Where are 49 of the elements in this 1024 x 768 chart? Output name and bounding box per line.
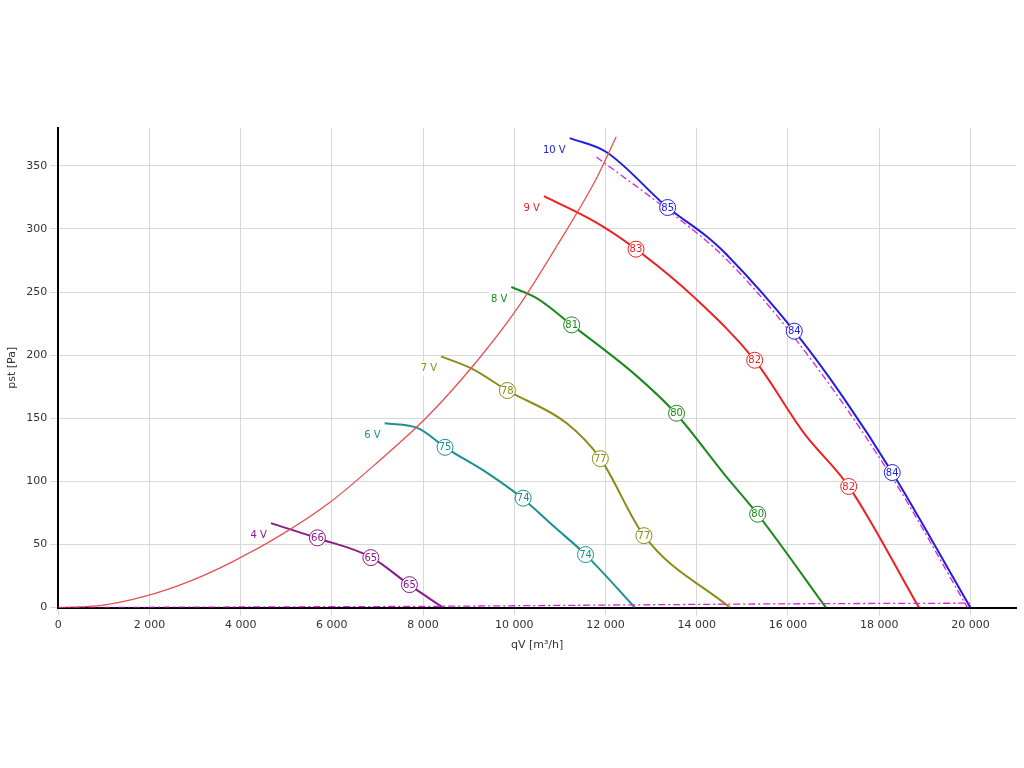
- series-label: 8 V: [490, 292, 508, 304]
- y-tick-label: 250: [26, 284, 48, 298]
- line-series: [440, 355, 731, 608]
- line-series: [269, 522, 445, 608]
- annotation: 84: [787, 325, 801, 337]
- annotation: 78: [500, 384, 514, 396]
- x-tick-label: 10 000: [495, 618, 534, 632]
- series-label: 7 V: [420, 362, 438, 374]
- annotation: 80: [751, 508, 765, 520]
- annotation: 80: [670, 407, 683, 419]
- x-tick-label: 6 000: [316, 618, 348, 632]
- y-tick-label: 300: [26, 221, 48, 235]
- series-label: 9 V: [523, 201, 541, 213]
- annotation: 82: [748, 354, 762, 366]
- x-tick-label: 4 000: [224, 618, 257, 632]
- x-tick-label: 0: [54, 618, 62, 632]
- annotation: 75: [438, 441, 452, 453]
- y-axis-title: pst [Pa]: [5, 346, 19, 389]
- annotation: 77: [593, 452, 607, 464]
- annotation: 74: [516, 492, 530, 504]
- x-tick-label: 12 000: [586, 618, 625, 632]
- annotation: 84: [885, 466, 899, 478]
- x-tick-label: 20 000: [951, 618, 990, 632]
- annotation: 77: [637, 529, 651, 541]
- annotation: 66: [311, 531, 324, 543]
- y-tick-label: 100: [26, 474, 48, 488]
- x-axis-title: qV [m³/h]: [510, 638, 564, 652]
- annotation: 74: [579, 548, 592, 560]
- annotation: 65: [403, 578, 416, 590]
- x-tick-label: 16 000: [768, 618, 808, 632]
- x-tick-label: 14 000: [677, 618, 716, 632]
- x-tick-label: 8 000: [407, 618, 439, 632]
- y-tick-label: 150: [26, 411, 48, 425]
- annotation: 81: [565, 318, 579, 330]
- x-tick-label: 2 000: [133, 618, 166, 632]
- series-label: 4 V: [250, 528, 268, 540]
- y-tick-label: 50: [33, 537, 48, 551]
- x-tick-label: 18 000: [859, 618, 899, 632]
- line-series: [383, 422, 636, 608]
- annotation: 85: [661, 201, 674, 213]
- annotation: 65: [364, 551, 378, 563]
- annotation: 82: [842, 480, 856, 492]
- series-label: 6 V: [364, 428, 381, 440]
- series-label: 10 V: [542, 143, 566, 155]
- y-tick-label: 200: [26, 348, 48, 362]
- line-series: [542, 195, 920, 608]
- annotation: 83: [629, 243, 643, 255]
- y-tick-label: 350: [26, 158, 48, 172]
- y-tick-label: 0: [40, 600, 48, 614]
